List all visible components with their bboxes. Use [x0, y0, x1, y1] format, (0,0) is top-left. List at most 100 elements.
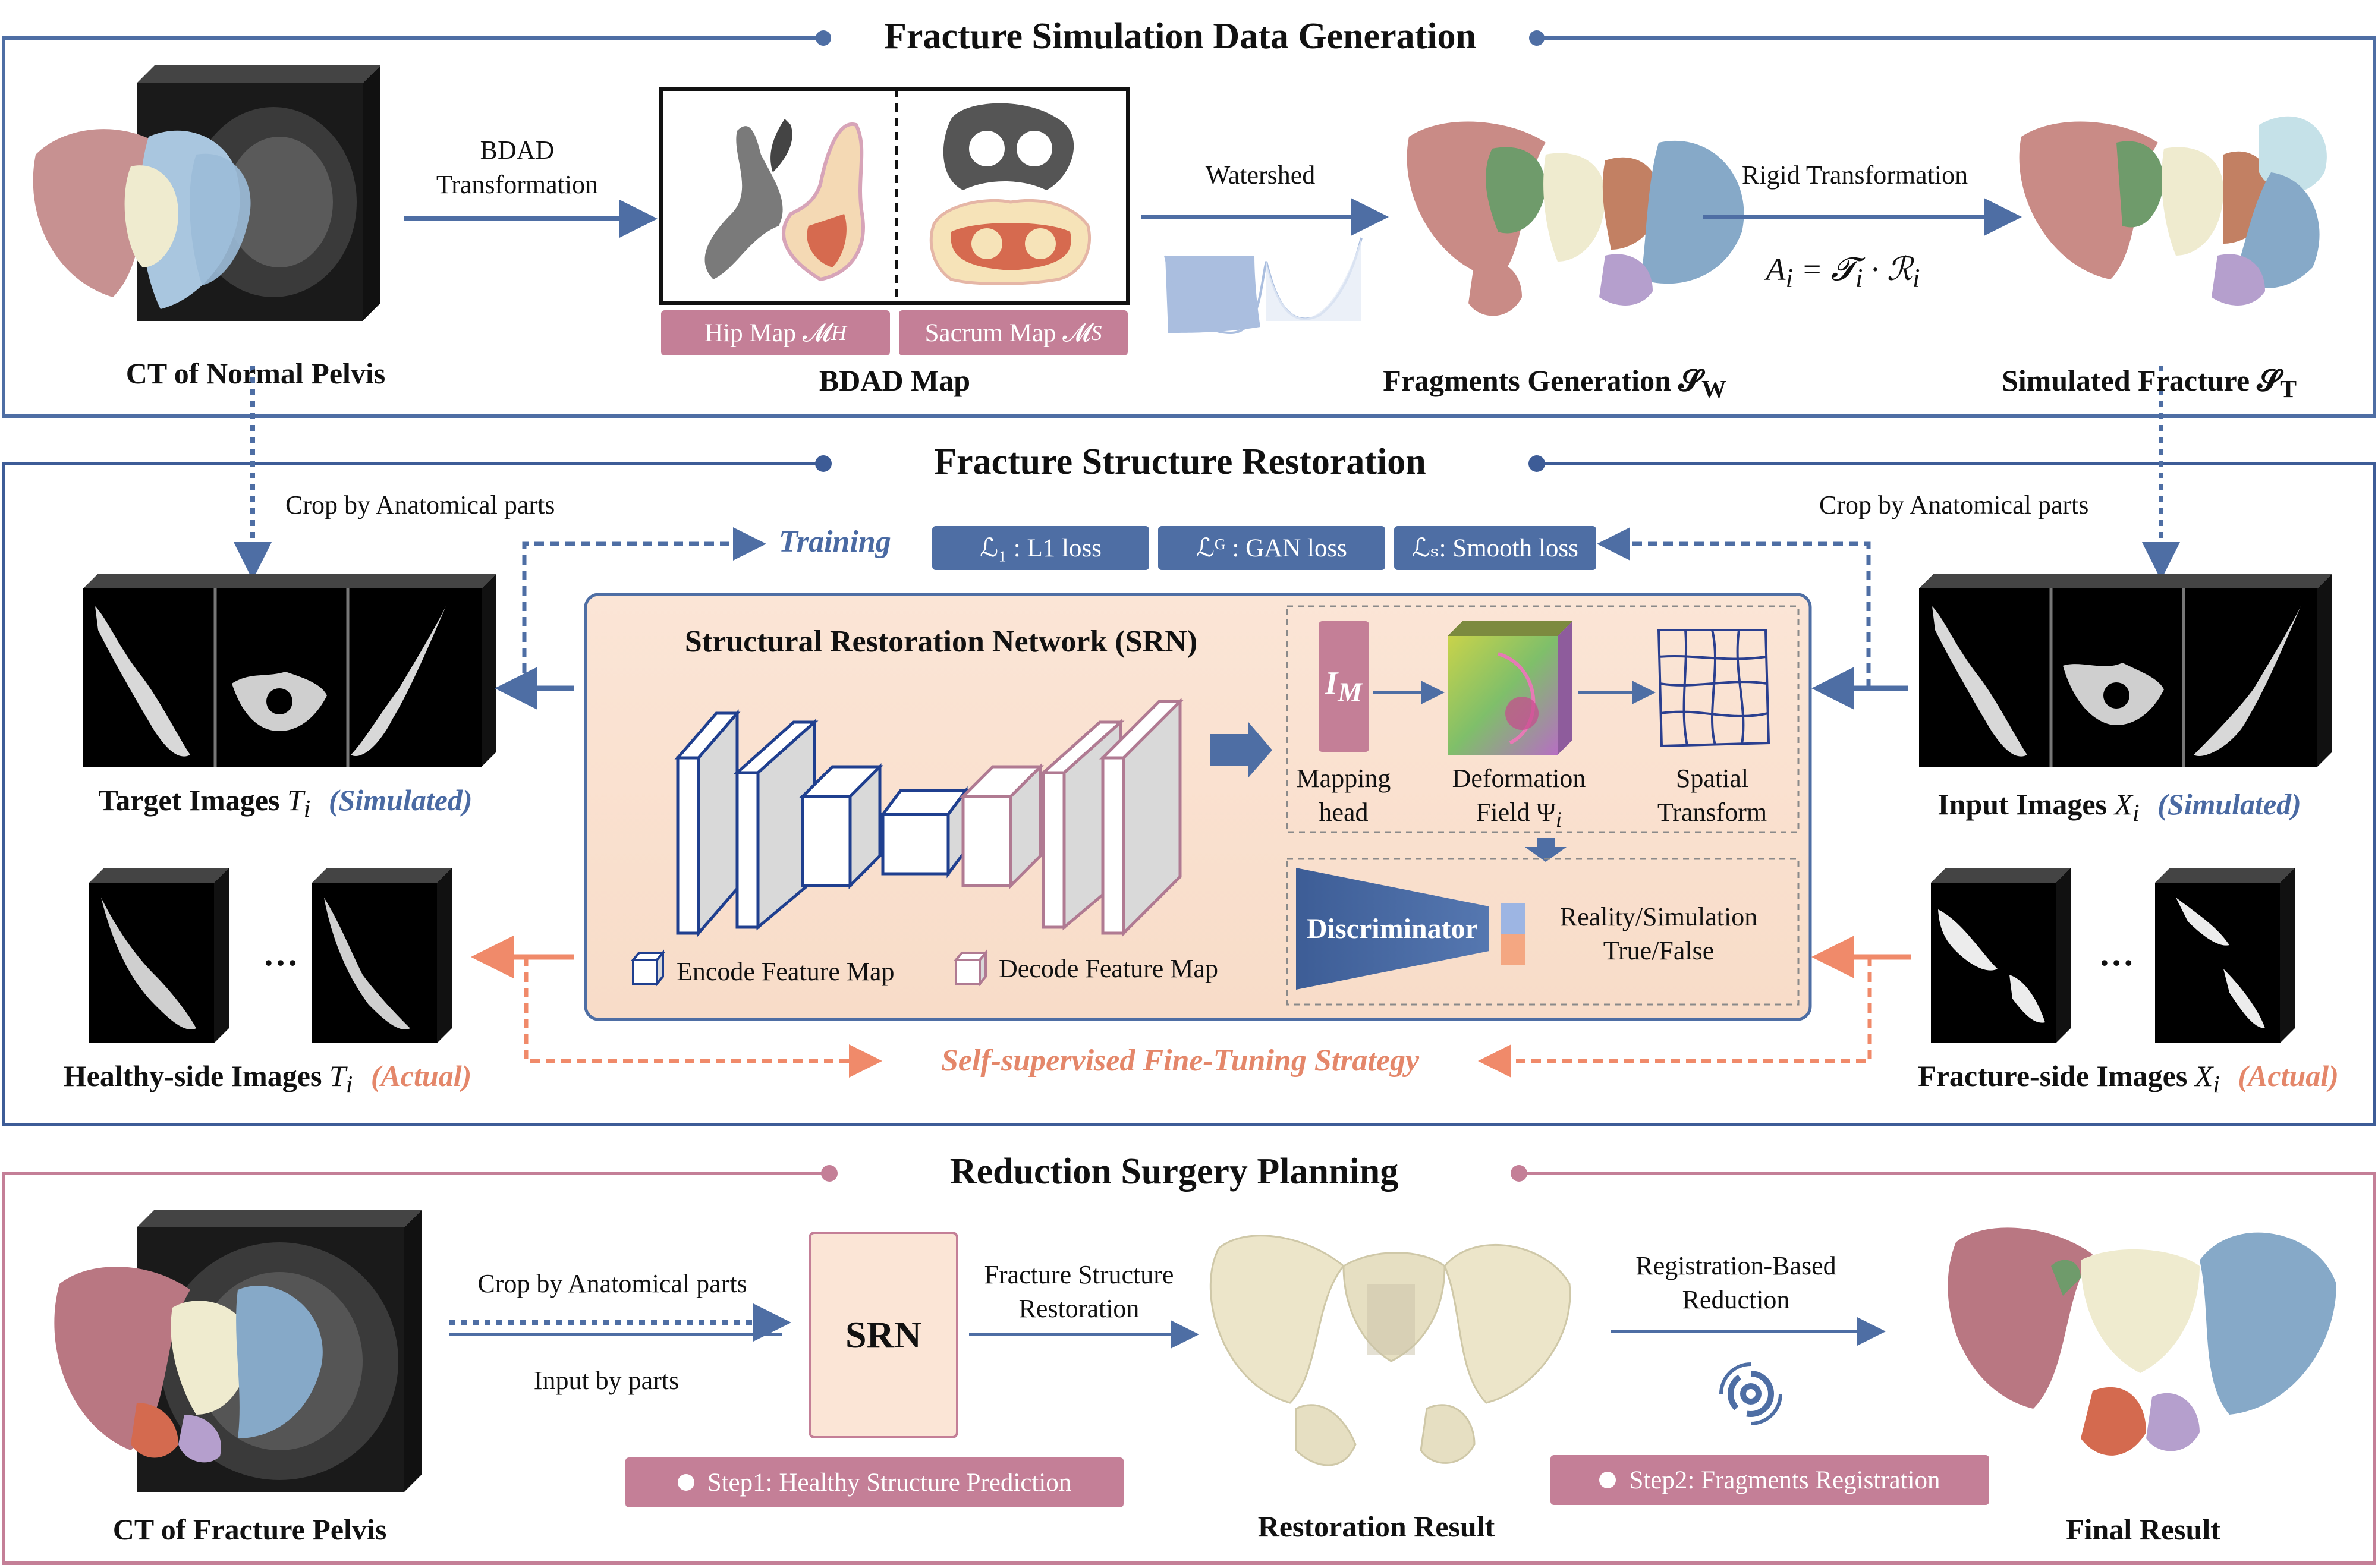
mapping-symbol-i: I — [1325, 665, 1338, 702]
mapping-symbol-sub: M — [1338, 677, 1363, 709]
target-caption-sub: i — [303, 795, 311, 823]
watershed-curve — [1164, 237, 1363, 335]
deform-label-2-sub: i — [1555, 807, 1562, 832]
disc-out-label-2: True/False — [1603, 936, 1715, 965]
mapping-subbox — [1286, 605, 1800, 833]
bdad-label-2: Transformation — [436, 170, 599, 199]
formula-sub-r: i — [1912, 263, 1920, 293]
encode-legend-cube — [630, 949, 666, 987]
simulated-caption-sub: T — [2280, 376, 2297, 403]
spatial-label-1: Spatial — [1675, 764, 1749, 793]
step2-bullet-icon — [1599, 1472, 1616, 1488]
healthy-caption: Healthy-side Images Ti (Actual) — [64, 1059, 472, 1100]
restoration-pelvis — [1209, 1235, 1571, 1466]
crop-right-label: Crop by Anatomical parts — [1819, 490, 2089, 519]
training-path-right — [1597, 527, 1871, 688]
decoder-blocks — [959, 697, 1184, 937]
ct-normal-caption: CT of Normal Pelvis — [125, 357, 386, 390]
rigid-label: Rigid Transformation — [1741, 160, 1968, 190]
fracture-side-images — [1931, 868, 2295, 1043]
self-supervised-label: Self-supervised Fine-Tuning Strategy — [940, 1044, 1420, 1078]
final-result-pelvis — [1948, 1227, 2336, 1456]
healthy-ellipsis: … — [263, 934, 298, 973]
loss-l1-pill: ℒ₁ : L1 loss — [932, 526, 1149, 570]
disc-output-true — [1501, 903, 1525, 934]
to-discriminator-arrow — [1525, 838, 1567, 862]
healthy-side-images — [89, 868, 452, 1043]
formula-t: = 𝓣 — [1793, 251, 1855, 287]
formula-r: · ℛ — [1863, 251, 1913, 287]
ssft-path-left — [524, 957, 882, 1078]
gear-icon — [1719, 1362, 1782, 1425]
input-simulated-tag: (Simulated) — [2157, 788, 2301, 821]
fracture-caption-var: X — [2194, 1059, 2213, 1092]
fracture-ellipsis: … — [2099, 934, 2134, 973]
ct-fracture-pelvis — [54, 1210, 422, 1492]
fracture-caption-text: Fracture-side Images — [1918, 1059, 2195, 1092]
crop-label-s3: Crop by Anatomical parts — [477, 1269, 747, 1298]
formula-a: A — [1766, 251, 1786, 287]
loss-gan-pill: ℒᴳ : GAN loss — [1158, 526, 1385, 570]
hip-map-label: Hip Map 𝓜 — [704, 319, 832, 347]
simulated-caption-text: Simulated Fracture 𝓢 — [2001, 364, 2281, 397]
healthy-caption-var: T — [329, 1059, 346, 1092]
target-caption-text: Target Images — [98, 783, 287, 817]
fracture-caption: Fracture-side Images Xi (Actual) — [1918, 1059, 2339, 1100]
section1-frame — [2, 30, 2376, 418]
network-output-arrow — [1210, 722, 1272, 777]
bdad-map-caption: BDAD Map — [819, 364, 971, 397]
healthy-actual-tag: (Actual) — [370, 1059, 472, 1092]
restoration-caption: Restoration Result — [1257, 1510, 1495, 1543]
ct-fracture-caption: CT of Fracture Pelvis — [112, 1513, 387, 1546]
rigid-formula: Ai = 𝓣i · ℛi — [1766, 251, 1920, 294]
srn-box-s3: SRN — [809, 1232, 958, 1438]
mapping-label-1: Mapping — [1296, 764, 1391, 793]
formula-sub-a: i — [1785, 263, 1794, 293]
training-path-left — [522, 527, 766, 688]
training-label: Training — [779, 525, 891, 559]
input-caption: Input Images Xi (Simulated) — [1937, 788, 2301, 828]
healthy-caption-text: Healthy-side Images — [63, 1059, 329, 1092]
target-images-stack — [83, 574, 496, 767]
target-caption: Target Images Ti (Simulated) — [98, 783, 472, 824]
restoration-label-2: Restoration — [1018, 1294, 1140, 1323]
disc-output-false — [1501, 934, 1525, 965]
healthy-caption-sub: i — [345, 1071, 353, 1098]
spatial-label-2: Transform — [1657, 798, 1767, 827]
simulated-caption: Simulated Fracture 𝓢T — [2002, 364, 2297, 404]
section2-title: Fracture Structure Restoration — [914, 441, 1446, 484]
crop-left-label: Crop by Anatomical parts — [285, 490, 555, 519]
fracture-caption-sub: i — [2213, 1071, 2220, 1098]
section3-title: Reduction Surgery Planning — [929, 1151, 1419, 1194]
encode-legend-label: Encode Feature Map — [677, 957, 895, 986]
sacrum-map-sub: S — [1091, 321, 1102, 345]
mapping-head-block — [1319, 621, 1369, 752]
step2-label: Step2: Fragments Registration — [1629, 1466, 1940, 1494]
mapping-symbol: IM — [1325, 665, 1362, 709]
section2-frame — [2, 455, 2376, 1126]
decode-legend-label: Decode Feature Map — [999, 954, 1218, 983]
sacrum-map-label: Sacrum Map 𝓜 — [924, 319, 1092, 347]
encoder-blocks — [674, 709, 969, 937]
step2-pill: Step2: Fragments Registration — [1550, 1455, 1989, 1505]
input-caption-text: Input Images — [1937, 788, 2115, 821]
input-by-parts-label: Input by parts — [533, 1366, 680, 1395]
ct-normal-pelvis — [33, 65, 380, 321]
discriminator-shape — [1296, 868, 1489, 990]
section1-title: Fracture Simulation Data Generation — [864, 15, 1496, 58]
fragments-caption-text: Fragments Generation 𝓢 — [1383, 364, 1702, 397]
discriminator-subbox — [1286, 858, 1800, 1006]
discriminator-label: Discriminator — [1307, 913, 1478, 944]
simulated-fracture-pelvis — [2019, 116, 2327, 306]
ssft-path-right — [1478, 957, 1872, 1078]
formula-sub-t: i — [1855, 263, 1863, 293]
bdad-map-box — [659, 87, 1130, 305]
step1-bullet-icon — [677, 1474, 694, 1491]
disc-out-label-1: Reality/Simulation — [1559, 902, 1758, 931]
registration-label-1: Registration-Based — [1635, 1251, 1836, 1280]
input-caption-var: X — [2114, 788, 2133, 821]
step1-pill: Step1: Healthy Structure Prediction — [625, 1457, 1124, 1507]
input-images-stack — [1919, 574, 2332, 767]
